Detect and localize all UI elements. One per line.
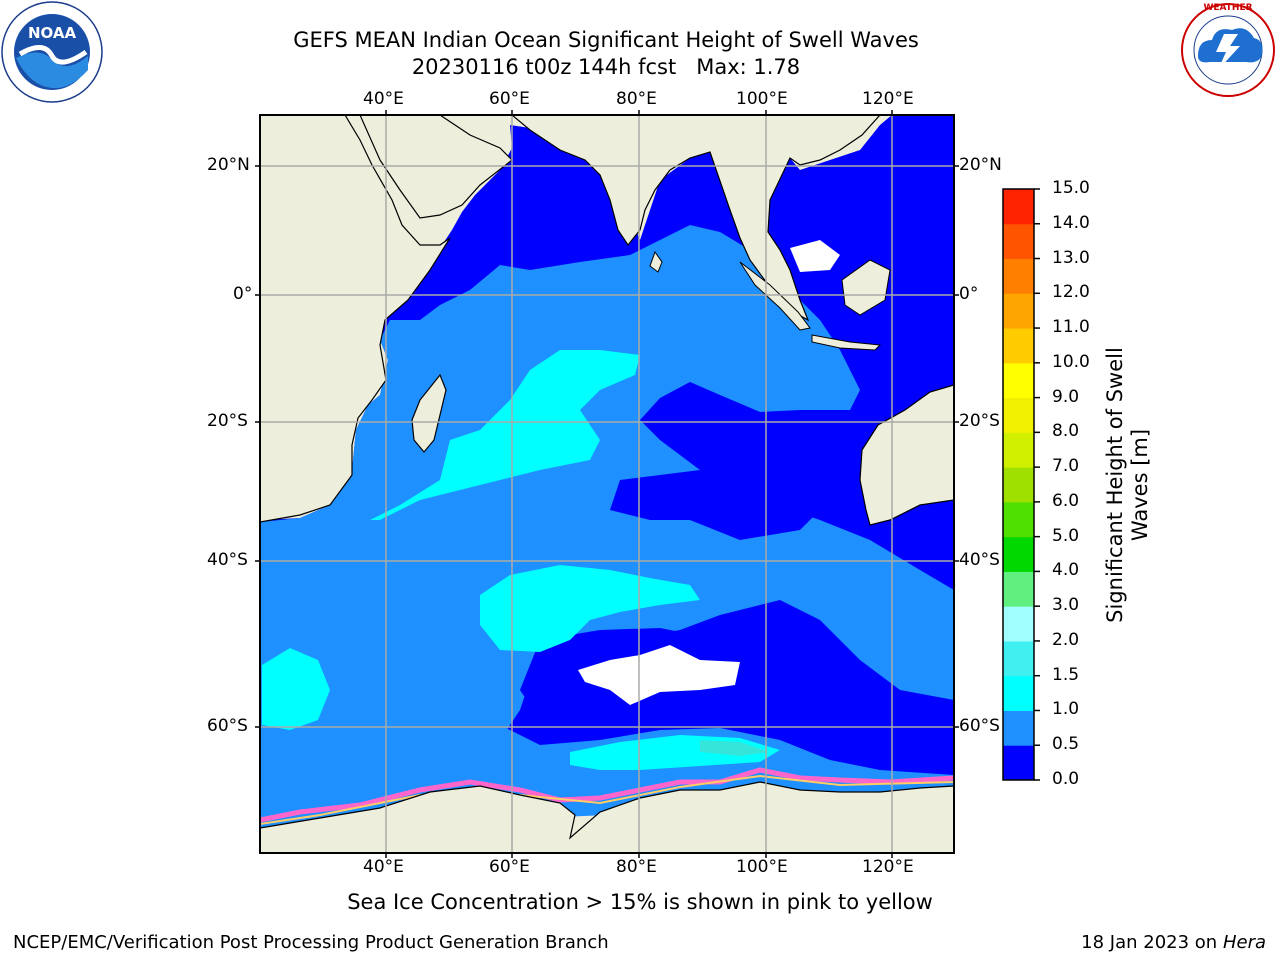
colorbar-segment: [1003, 397, 1034, 433]
colorbar-tick-label: 0.0: [1052, 769, 1080, 789]
colorbar-segment: [1003, 501, 1034, 538]
colorbar-tick-label: 7.0: [1052, 456, 1080, 477]
colorbar-segment: [1003, 675, 1034, 711]
colorbar-segment: [1003, 189, 1034, 225]
lon-label-top-40e: 40°E: [363, 89, 404, 109]
colorbar-segment: [1003, 432, 1034, 468]
colorbar-segment: [1003, 223, 1034, 260]
ocean-high-swell-north: [370, 350, 640, 520]
sea-ice-edge-inner: [260, 774, 954, 825]
chart-title: GEFS MEAN Indian Ocean Significant Heigh…: [293, 28, 919, 52]
colorbar-tick-label: 8.0: [1052, 421, 1080, 442]
map-ticks: [255, 110, 959, 858]
lat-label-right-20n: 20°N: [959, 155, 1002, 175]
java: [811, 334, 882, 351]
lat-label-left-20n: 20°N: [207, 155, 250, 175]
lon-label-bottom-60e: 60°E: [489, 857, 530, 877]
date-line: 18 Jan 2023 on Hera: [1081, 932, 1266, 953]
colorbar-tick-label: 14.0: [1052, 212, 1090, 233]
colorbar-segment: [1003, 606, 1034, 642]
ocean-high-swell-west: [262, 648, 330, 730]
colorbar-tick-label: 1.0: [1052, 699, 1080, 720]
lat-label-left-60s: 60°S: [207, 716, 248, 736]
colorbar-segment: [1003, 710, 1034, 746]
lat-label-left-40s: 40°S: [207, 550, 248, 570]
nws-logo: WEATHER: [1181, 3, 1275, 97]
colorbar-tick-label: 6.0: [1052, 490, 1080, 511]
colorbar: [1003, 188, 1040, 781]
lat-label-right-60s: 60°S: [959, 716, 1000, 736]
ocean-low-pocket: [610, 470, 820, 540]
date-text: 18 Jan 2023 on: [1081, 932, 1223, 953]
colorbar-segment: [1003, 293, 1034, 329]
sri-lanka: [649, 250, 663, 273]
colorbar-segment: [1003, 362, 1034, 399]
graticule: [260, 115, 954, 853]
antarctica: [260, 781, 954, 853]
lat-label-left-0: 0°: [233, 284, 253, 304]
colorbar-tick-label: 11.0: [1052, 317, 1090, 338]
map-frame: [259, 114, 955, 854]
no-data-patch: [578, 645, 740, 705]
colorbar-tick-label: 12.0: [1052, 282, 1090, 303]
colorbar-tick-label: 10.0: [1052, 351, 1090, 372]
colorbar-tick-label: 5.0: [1052, 525, 1080, 546]
svg-text:NOAA: NOAA: [28, 24, 77, 42]
colorbar-segment: [1003, 328, 1034, 364]
lon-label-bottom-120e: 120°E: [862, 857, 914, 877]
colorbar-segment: [1003, 640, 1034, 677]
australia: [859, 384, 954, 526]
colorbar-segment: [1003, 571, 1034, 607]
ocean-high-swell-mid: [480, 565, 700, 652]
svg-text:WEATHER: WEATHER: [1203, 3, 1252, 13]
lon-label-bottom-100e: 100°E: [736, 857, 788, 877]
madagascar: [411, 373, 447, 453]
borneo: [841, 259, 891, 316]
colorbar-tick-label: 1.5: [1052, 664, 1080, 685]
no-data-patch-east: [790, 240, 840, 272]
colorbar-tick-label: 15.0: [1052, 178, 1090, 198]
lat-label-right-20s: 20°S: [959, 411, 1000, 431]
sumatra: [739, 261, 811, 331]
colorbar-frame: [1002, 188, 1035, 781]
africa: [260, 115, 451, 523]
lat-label-right-0: 0°: [959, 284, 979, 304]
lon-label-top-120e: 120°E: [862, 89, 914, 109]
sea-ice-note: Sea Ice Concentration > 15% is shown in …: [347, 890, 933, 914]
colorbar-segment: [1003, 536, 1034, 572]
lon-label-bottom-40e: 40°E: [363, 857, 404, 877]
colorbar-tick-label: 13.0: [1052, 247, 1090, 268]
map-area: [260, 115, 954, 853]
credit-line: NCEP/EMC/Verification Post Processing Pr…: [13, 932, 609, 953]
machine-name: Hera: [1222, 932, 1266, 953]
colorbar-segment: [1003, 745, 1034, 781]
sea-ice-edge: [260, 767, 954, 823]
lat-label-left-20s: 20°S: [207, 411, 248, 431]
colorbar-segment: [1003, 467, 1034, 503]
lon-label-bottom-80e: 80°E: [616, 857, 657, 877]
colorbar-tick-label: 0.5: [1052, 734, 1080, 755]
chart-subtitle: 20230116 t00z 144h fcst Max: 1.78: [411, 55, 801, 79]
lon-label-top-80e: 80°E: [616, 89, 657, 109]
lon-label-top-100e: 100°E: [736, 89, 788, 109]
lon-label-top-60e: 60°E: [489, 89, 530, 109]
colorbar-label: Significant Height of Swell Waves [m]: [1103, 347, 1152, 623]
colorbar-tick-label: 3.0: [1052, 595, 1080, 616]
colorbar-segment: [1003, 258, 1034, 294]
lat-label-right-40s: 40°S: [959, 550, 1000, 570]
colorbar-tick-label: 9.0: [1052, 386, 1080, 407]
ocean-higher-swell: [700, 740, 770, 756]
colorbar-tick-label: 4.0: [1052, 560, 1080, 581]
noaa-logo: NOAA: [1, 1, 103, 103]
ocean-mid-swell: [260, 225, 954, 815]
colorbar-tick-label: 2.0: [1052, 629, 1080, 650]
